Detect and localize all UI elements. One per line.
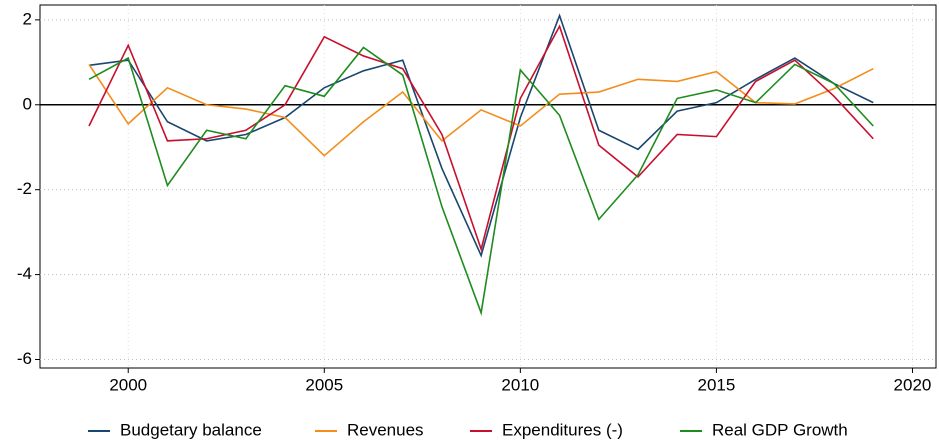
series-line xyxy=(88,63,874,157)
x-tick-label: 2020 xyxy=(894,375,932,394)
y-tick-label: -4 xyxy=(17,264,32,283)
legend-label: Budgetary balance xyxy=(120,420,262,439)
y-tick-label: 0 xyxy=(23,94,32,113)
legend-label: Expenditures (-) xyxy=(502,420,623,439)
plot-frame xyxy=(39,4,937,369)
x-tick-label: 2015 xyxy=(697,375,735,394)
y-tick-label: -6 xyxy=(17,349,32,368)
x-tick-label: 2000 xyxy=(109,375,147,394)
legend-label: Real GDP Growth xyxy=(712,420,848,439)
series-line xyxy=(88,46,874,316)
series-line xyxy=(88,24,874,252)
x-tick-label: 2005 xyxy=(305,375,343,394)
series-line xyxy=(88,13,874,258)
x-tick-label: 2010 xyxy=(501,375,539,394)
y-tick-label: -2 xyxy=(17,179,32,198)
y-tick-label: 2 xyxy=(23,9,32,28)
legend-label: Revenues xyxy=(347,420,424,439)
